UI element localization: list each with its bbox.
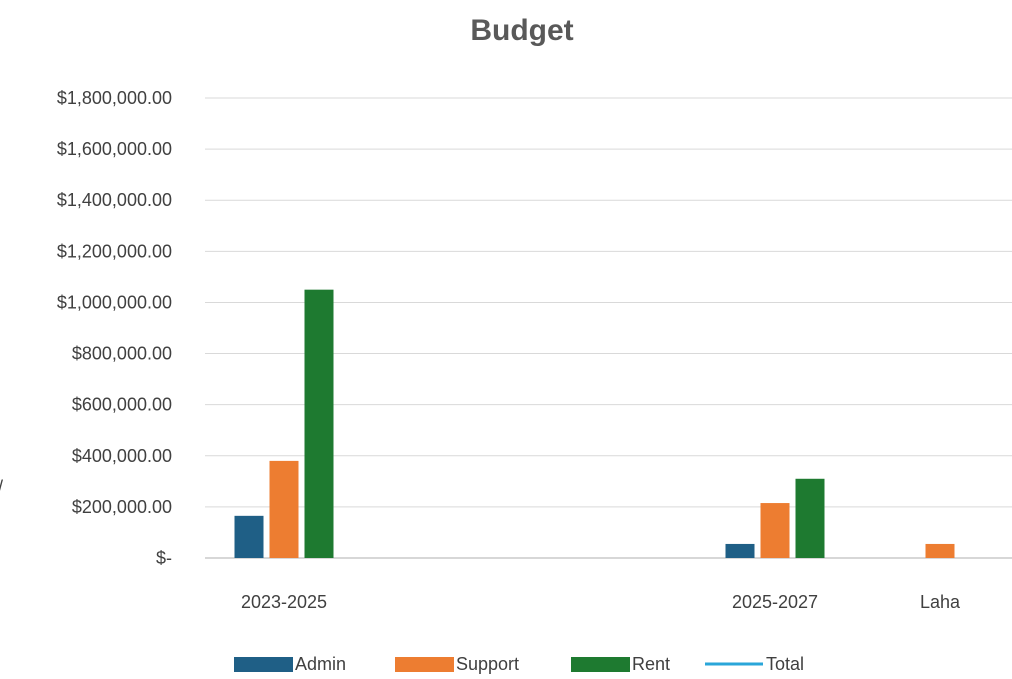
legend-swatch-rent [571, 657, 630, 672]
y-tick-label: $800,000.00 [72, 344, 172, 364]
y-tick-label: $600,000.00 [72, 395, 172, 415]
gridlines [205, 97, 1012, 559]
bar-admin-3 [725, 543, 755, 558]
legend-swatch-support [395, 657, 454, 672]
category-label: 2025-2027 [732, 592, 818, 612]
category-label: 2023-2025 [241, 592, 327, 612]
legend-label: Rent [632, 654, 670, 674]
y-tick-label: $400,000.00 [72, 446, 172, 466]
bar-support-3 [760, 503, 790, 558]
y-tick-label: $1,400,000.00 [57, 190, 172, 210]
legend-swatch-admin [234, 657, 293, 672]
y-tick-label: $200,000.00 [72, 497, 172, 517]
bar-rent-0 [304, 289, 334, 558]
bar-support-0 [269, 460, 299, 558]
y-tick-label: $1,800,000.00 [57, 88, 172, 108]
y-tick-label: $- [156, 548, 172, 568]
legend: Admin Support Rent Total [234, 654, 804, 674]
category-label: Laha [920, 592, 961, 612]
bars [234, 289, 955, 558]
y-axis-ticks: $- $200,000.00 $400,000.00 $600,000.00 $800,… [57, 88, 172, 568]
legend-label: Total [766, 654, 804, 674]
legend-label: Admin [295, 654, 346, 674]
bar-support-4 [925, 543, 955, 558]
bar-admin-0 [234, 515, 264, 558]
bar-rent-3 [795, 478, 825, 558]
y-tick-label: $1,000,000.00 [57, 292, 172, 312]
chart-title: Budget [470, 14, 573, 47]
x-axis-categories: 2023-2025 2025-2027 Laha [241, 592, 961, 612]
y-tick-label: $1,600,000.00 [57, 139, 172, 159]
edge-glyph: / [0, 477, 3, 497]
y-tick-label: $1,200,000.00 [57, 241, 172, 261]
legend-label: Support [456, 654, 519, 674]
